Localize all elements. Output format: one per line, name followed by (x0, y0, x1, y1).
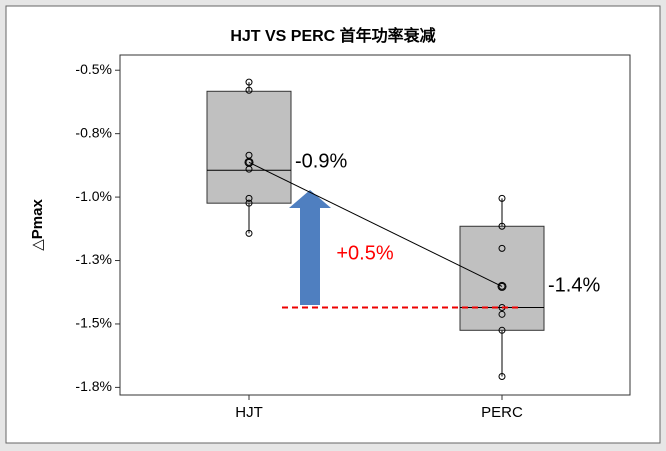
mean-label: -0.9% (295, 151, 347, 173)
data-point (498, 282, 506, 290)
data-point (498, 310, 506, 318)
arrow (289, 190, 331, 305)
y-tick-label: -1.5% (75, 315, 112, 331)
annotation: +0.5% (336, 242, 393, 264)
y-tick-label: -0.5% (75, 61, 112, 77)
box (206, 90, 292, 204)
data-point (245, 78, 253, 86)
y-tick-label: -1.8% (75, 378, 112, 394)
data-point (498, 372, 506, 380)
data-point (245, 86, 253, 94)
x-tick-label: HJT (235, 404, 263, 421)
plot-area (119, 54, 631, 396)
data-point (245, 158, 253, 166)
data-point (245, 194, 253, 202)
y-axis-label: △Pmax (29, 199, 46, 251)
chart-title: HJT VS PERC 首年功率衰减 (230, 26, 435, 45)
box (459, 225, 545, 331)
y-tick-label: -1.3% (75, 251, 112, 267)
data-point (245, 199, 253, 207)
x-tick-label: PERC (481, 404, 523, 421)
data-point (245, 229, 253, 237)
data-point (498, 244, 506, 252)
mean-marker (497, 281, 507, 291)
mean-line (248, 161, 503, 287)
mean-label: -1.4% (548, 275, 600, 297)
data-point (498, 222, 506, 230)
mean-marker (244, 157, 254, 167)
y-tick-label: -0.8% (75, 124, 112, 140)
data-point (498, 194, 506, 202)
data-point (498, 326, 506, 334)
y-tick-label: -1.0% (75, 188, 112, 204)
